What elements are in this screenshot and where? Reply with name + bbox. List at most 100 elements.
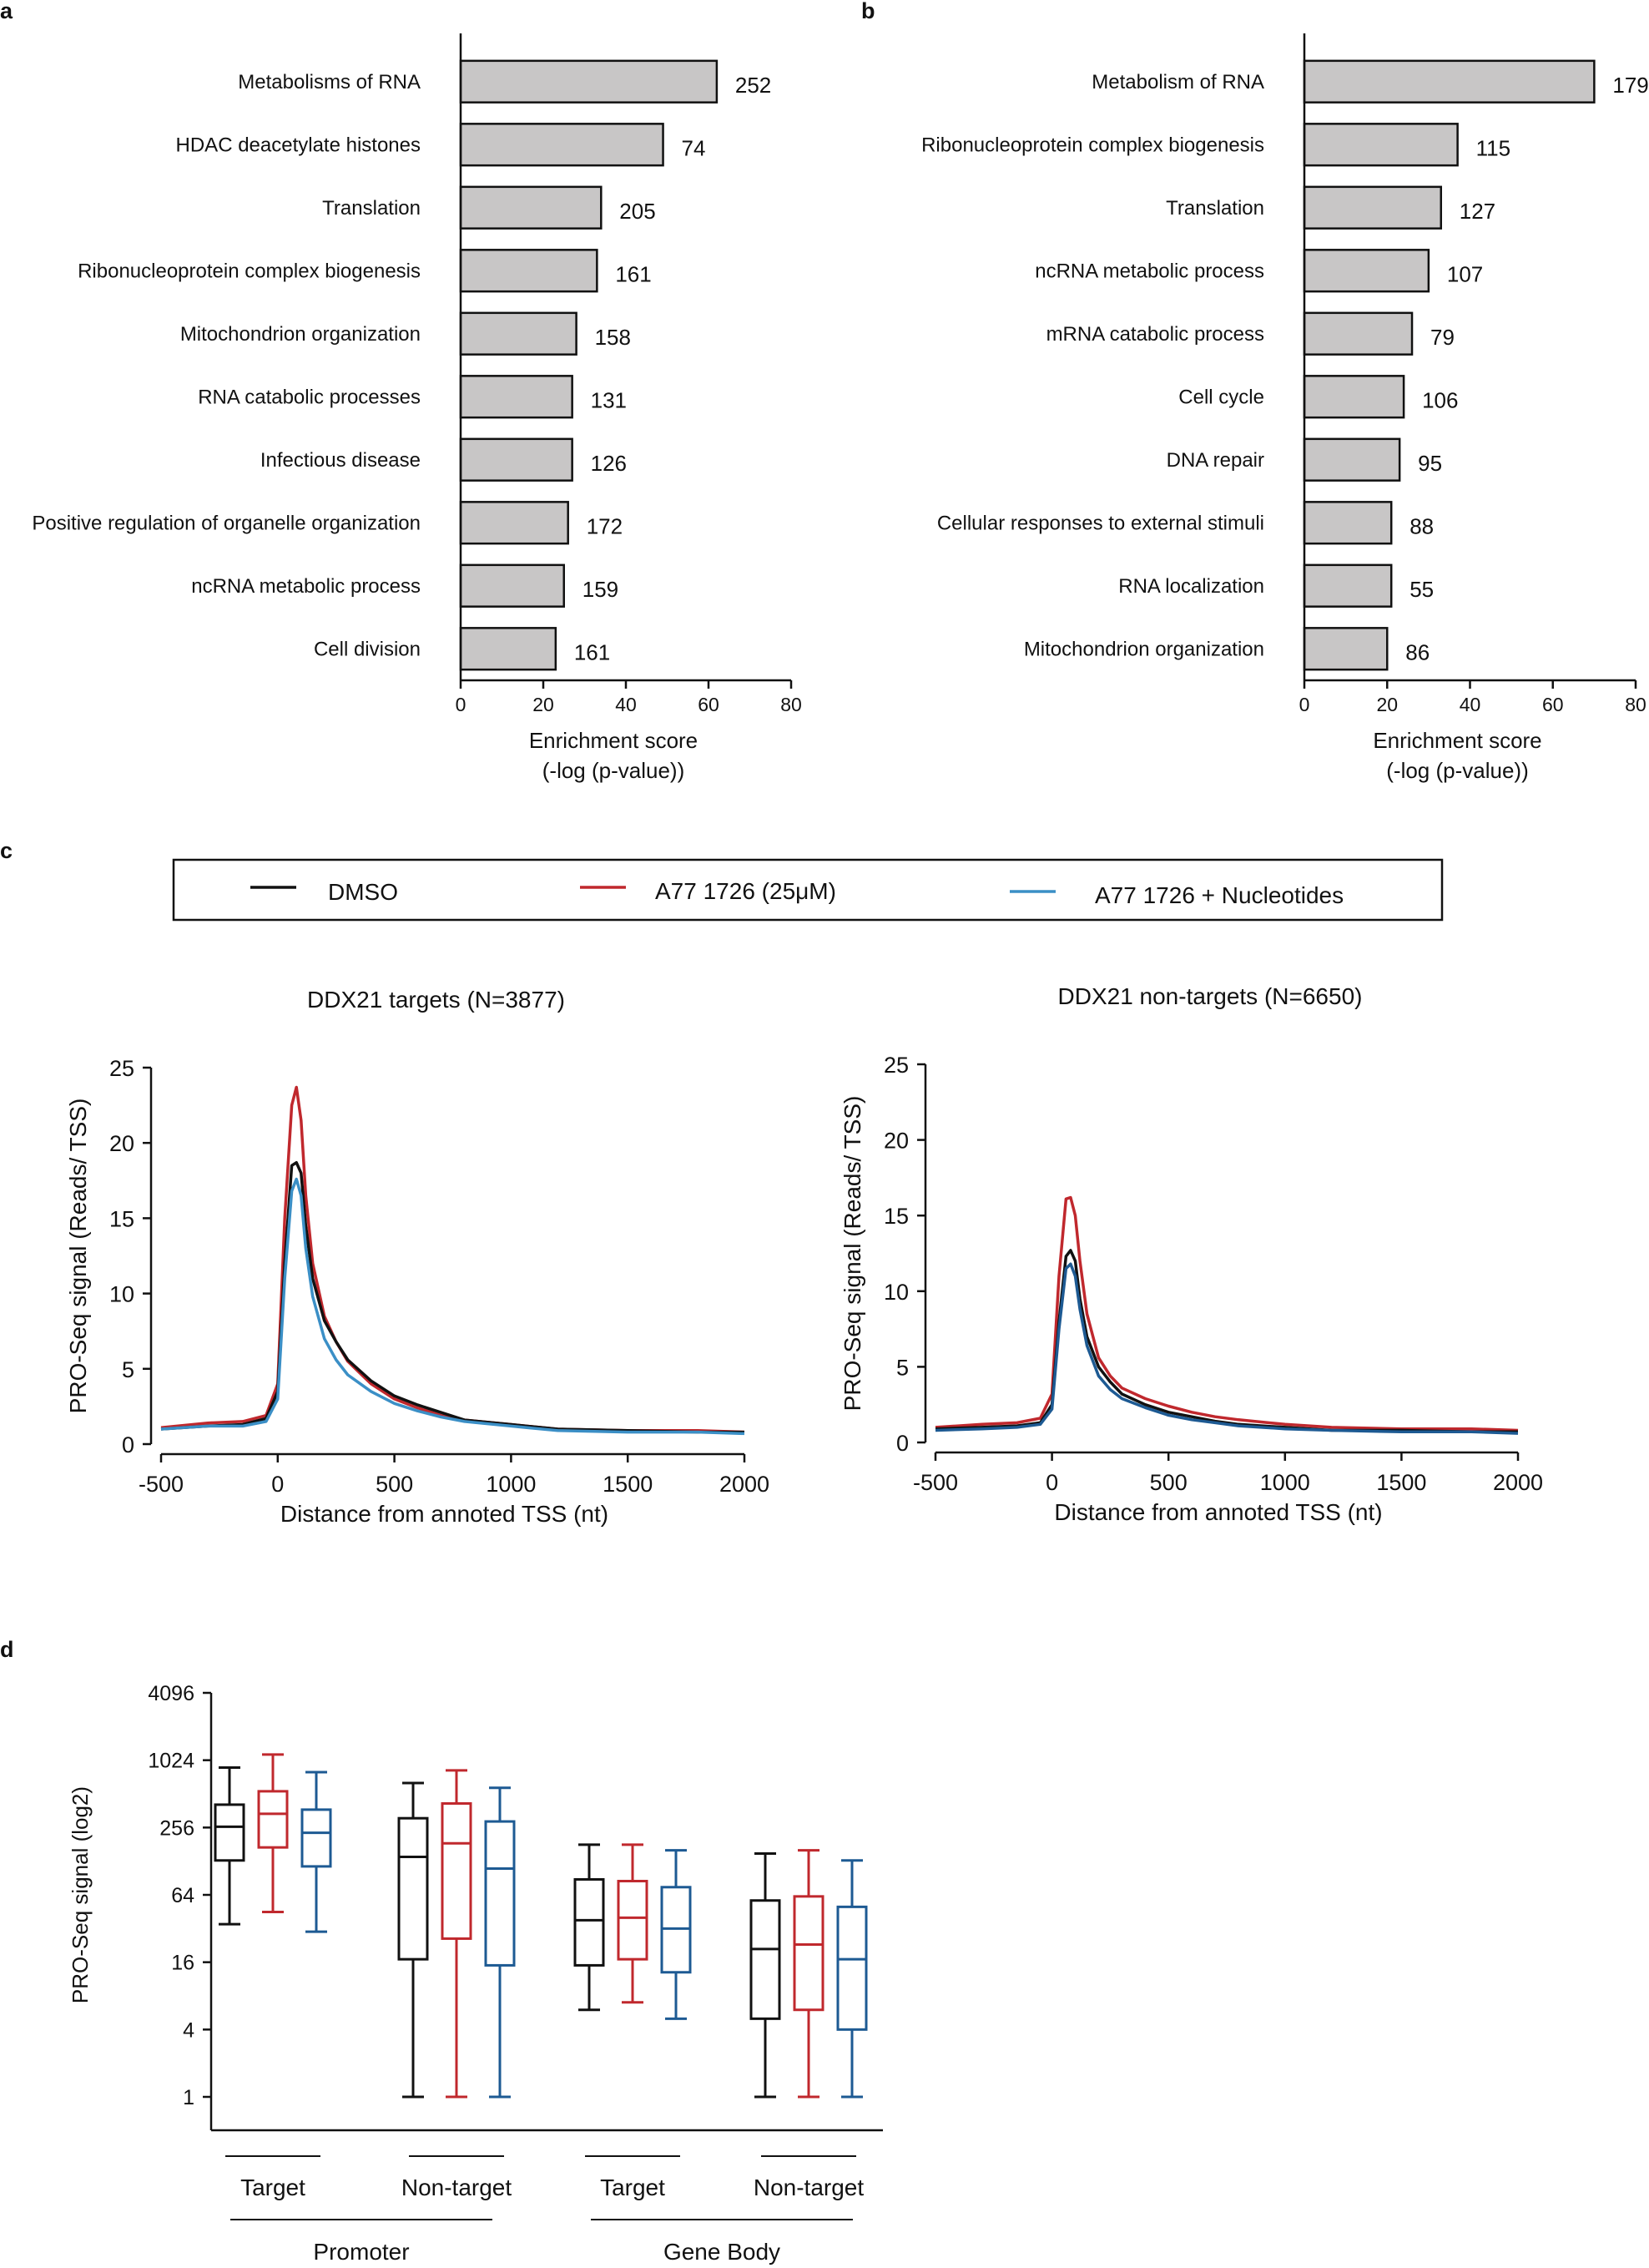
y-tick-label: 15 <box>109 1206 134 1231</box>
y-tick-label: 256 <box>159 1816 194 1840</box>
x-tick-label: 2000 <box>1493 1470 1543 1495</box>
y-tick-label: 1024 <box>148 1750 194 1773</box>
bar <box>1303 185 1443 230</box>
box-iqr <box>300 1808 332 1868</box>
panel-letter-c: c <box>0 838 13 863</box>
category-label: RNA localization <box>1118 575 1264 598</box>
y-tick-label: 10 <box>884 1280 909 1305</box>
y-tick-label: 25 <box>109 1056 134 1081</box>
y-tick-label: 0 <box>122 1432 134 1457</box>
legend-label-a77: A77 1726 (25μM) <box>655 878 836 904</box>
x-tick-label: 500 <box>1150 1470 1188 1495</box>
y-tick-label: 16 <box>171 1952 194 1975</box>
category-label: ncRNA metabolic process <box>1035 260 1264 282</box>
series-line-nucleotides <box>160 1177 745 1436</box>
y-tick-label: 5 <box>896 1355 909 1380</box>
box-iqr <box>793 1895 824 2012</box>
category-label: Infectious disease <box>260 449 421 472</box>
bar <box>1303 249 1430 293</box>
subgroup-label: Target <box>600 2175 665 2200</box>
legend-label-nucleotides: A77 1726 + Nucleotides <box>1095 882 1344 908</box>
y-tick-label: 25 <box>884 1053 909 1078</box>
bar <box>459 59 719 104</box>
series-line-nucleotides <box>935 1262 1519 1435</box>
bar-value-label: 55 <box>1409 577 1434 602</box>
bar <box>459 249 598 293</box>
series-line-dmso <box>935 1249 1518 1434</box>
bar-value-label: 172 <box>587 513 623 538</box>
bar-value-label: 161 <box>615 261 651 286</box>
category-label: Cell cycle <box>1178 386 1264 408</box>
category-label: Metabolism of RNA <box>1092 71 1264 93</box>
bar <box>459 627 557 671</box>
x-axis-title-line2: (-log (p-value)) <box>542 758 685 783</box>
x-tick-label: 20 <box>1376 694 1398 715</box>
bar-value-label: 115 <box>1476 135 1510 160</box>
category-label: RNA catabolic processes <box>198 386 421 408</box>
bar-value-label: 179 <box>1612 73 1648 98</box>
category-label: Translation <box>322 197 421 220</box>
bar-value-label: 161 <box>574 639 610 664</box>
x-tick-label: 0 <box>271 1472 284 1497</box>
category-label: HDAC deacetylate histones <box>176 134 421 156</box>
x-tick-label: 80 <box>1625 694 1646 715</box>
panel-b-bar-chart: Metabolism of RNA 179 Ribonucleoprotein co… <box>921 33 1649 783</box>
box-iqr <box>836 1905 868 2031</box>
x-tick-label: 0 <box>456 694 466 715</box>
subgroup-label: Target <box>240 2175 305 2200</box>
x-tick-label: 1500 <box>1376 1470 1426 1495</box>
x-tick-label: 40 <box>1460 694 1481 715</box>
bar <box>1303 123 1459 167</box>
box-iqr <box>397 1816 429 1961</box>
y-tick-label: 20 <box>884 1129 909 1154</box>
group-label: Promoter <box>313 2239 409 2265</box>
bar <box>1303 563 1393 608</box>
bar <box>459 185 603 230</box>
legend-frame <box>172 858 1444 922</box>
bar-value-label: 126 <box>591 451 627 476</box>
bar <box>459 123 664 167</box>
chart-title: DDX21 targets (N=3877) <box>307 987 565 1013</box>
subgroup-label: Non-target <box>754 2175 865 2200</box>
box-iqr <box>573 1877 605 1967</box>
y-tick-label: 0 <box>896 1431 909 1456</box>
panel-a-bar-chart: Metabolisms of RNA 252 HDAC deacetylate hi… <box>32 33 802 783</box>
category-label: Positive regulation of organelle organiz… <box>32 512 421 534</box>
category-label: Mitochondrion organization <box>180 323 421 346</box>
group-label: Gene Body <box>663 2239 780 2265</box>
x-axis-title: Distance from annoted TSS (nt) <box>280 1501 608 1527</box>
x-tick-label: 500 <box>376 1472 413 1497</box>
box-iqr <box>484 1820 516 1967</box>
bar-value-label: 131 <box>591 387 627 412</box>
series-line-a77 <box>935 1195 1519 1432</box>
category-label: Cellular responses to external stimuli <box>937 512 1264 534</box>
bar <box>459 437 573 482</box>
bar-value-label: 158 <box>595 325 631 350</box>
y-tick-label: 64 <box>171 1884 194 1907</box>
box-iqr <box>257 1790 289 1849</box>
bar-value-label: 88 <box>1409 513 1434 538</box>
box-iqr <box>214 1803 245 1862</box>
chart-title: DDX21 non-targets (N=6650) <box>1058 983 1363 1009</box>
x-tick-label: -500 <box>139 1472 184 1497</box>
x-tick-label: 1500 <box>603 1472 653 1497</box>
x-tick-label: 60 <box>1542 694 1564 715</box>
bar-value-label: 252 <box>735 73 771 98</box>
category-label: Cell division <box>314 638 421 660</box>
bar <box>1303 627 1389 671</box>
category-label: Translation <box>1166 197 1264 220</box>
bar-value-label: 159 <box>582 577 618 602</box>
bar <box>459 563 565 608</box>
bar <box>459 501 569 545</box>
bar <box>459 375 573 419</box>
bar-value-label: 86 <box>1405 639 1430 664</box>
y-tick-label: 4096 <box>148 1682 194 1705</box>
bar <box>459 311 577 356</box>
bar <box>1303 375 1405 419</box>
bar-value-label: 95 <box>1418 451 1442 476</box>
bar <box>1303 59 1596 104</box>
x-axis-title: Enrichment score <box>1373 728 1541 753</box>
subgroup-label: Non-target <box>401 2175 512 2200</box>
bar-value-label: 127 <box>1460 199 1495 224</box>
